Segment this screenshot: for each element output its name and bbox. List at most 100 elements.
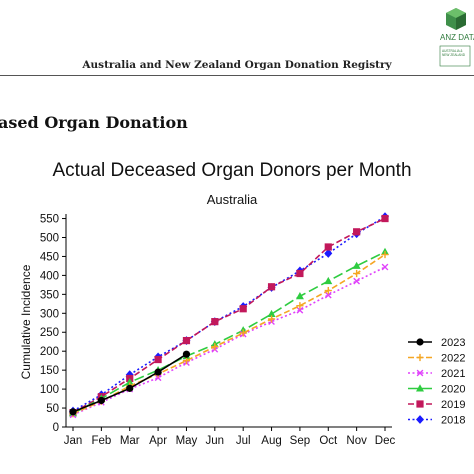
- data-point-2021: [324, 291, 332, 299]
- data-point-2019: [381, 214, 389, 223]
- y-tick-label: 550: [40, 214, 59, 226]
- data-point-2020: [267, 309, 276, 318]
- y-tick-label: 100: [40, 384, 59, 396]
- legend-item-2018: 2018: [408, 415, 465, 427]
- legend-item-2020: 2020: [408, 384, 465, 396]
- legend-label: 2018: [441, 415, 465, 427]
- y-tick-label: 400: [40, 270, 59, 282]
- series-line-2022: [72, 253, 386, 415]
- data-point-2020: [352, 261, 361, 269]
- data-point-2022: [353, 269, 361, 278]
- series-2020: [69, 247, 389, 417]
- x-tick-label: Feb: [91, 435, 111, 447]
- x-tick-label: Jan: [64, 435, 83, 447]
- series-2023: [69, 350, 191, 416]
- legend-label: 2019: [441, 399, 465, 411]
- data-point-2022: [211, 343, 219, 351]
- series-line-2020: [72, 251, 386, 415]
- data-point-2022: [324, 286, 332, 295]
- data-point-2021: [381, 263, 389, 271]
- x-tick-label: Oct: [319, 435, 338, 447]
- data-point-2021: [353, 277, 361, 285]
- legend-item-2022: 2022: [408, 353, 465, 365]
- y-tick-label: 350: [40, 289, 59, 301]
- data-point-2023: [69, 408, 77, 416]
- legend-swatch-marker: [416, 369, 424, 377]
- series-2022: [69, 250, 389, 418]
- legend-item-2023: 2023: [408, 337, 465, 349]
- data-point-2023: [182, 350, 191, 358]
- legend-swatch-marker: [416, 384, 424, 392]
- logo-sub-text-2: NEW ZEALAND: [442, 53, 466, 57]
- y-tick-label: 300: [40, 308, 59, 320]
- x-tick-label: Sep: [290, 435, 310, 447]
- legend-swatch-marker: [416, 353, 424, 362]
- x-tick-label: Jul: [236, 435, 251, 447]
- legend-label: 2020: [441, 384, 465, 396]
- series-line-2021: [72, 266, 386, 416]
- data-point-2018: [324, 249, 333, 258]
- data-point-2022: [296, 302, 304, 310]
- data-point-2019: [353, 228, 361, 236]
- marker-stroke: [324, 291, 332, 299]
- legend-swatch-marker: [416, 338, 424, 346]
- chart-subtitle: Australia: [207, 192, 258, 207]
- data-point-2020: [125, 378, 134, 386]
- data-point-2022: [239, 329, 247, 337]
- data-point-2023: [126, 384, 134, 392]
- y-tick-label: 500: [40, 232, 59, 244]
- logo-frame: [439, 45, 471, 67]
- data-point-2023: [97, 396, 105, 405]
- data-point-2023: [154, 368, 162, 376]
- registry-title: Australia and New Zealand Organ Donation…: [82, 59, 392, 71]
- chart-title: Actual Deceased Organ Donors per Month: [52, 160, 411, 181]
- legend-label: 2021: [441, 368, 465, 380]
- data-point-2019: [324, 243, 332, 251]
- data-point-2022: [267, 315, 276, 323]
- header-divider: [0, 75, 474, 76]
- data-point-2020: [324, 276, 333, 285]
- y-tick-label: 250: [40, 327, 59, 339]
- data-point-2022: [381, 250, 389, 259]
- section-title: ased Organ Donation: [0, 113, 188, 132]
- data-point-2022: [182, 357, 191, 365]
- legend-swatch-marker: [416, 400, 424, 408]
- y-tick-label: 450: [40, 251, 59, 263]
- marker-stroke: [353, 277, 361, 285]
- legend-item-2021: 2021: [408, 368, 465, 380]
- series-line-2019: [72, 217, 386, 414]
- data-point-2021: [154, 374, 162, 382]
- legend-item-2019: 2019: [408, 399, 465, 411]
- x-tick-label: Jun: [206, 435, 225, 447]
- data-point-2019: [296, 269, 304, 278]
- x-tick-label: Aug: [261, 435, 281, 447]
- y-tick-label: 0: [53, 422, 59, 434]
- data-point-2019: [267, 283, 276, 291]
- y-tick-label: 150: [40, 365, 59, 377]
- data-point-2019: [182, 336, 191, 345]
- marker-stroke: [296, 306, 304, 314]
- marker-stroke: [154, 374, 162, 382]
- logo-cube-icon: [446, 8, 466, 30]
- x-tick-label: Nov: [346, 435, 367, 447]
- marker-stroke: [381, 263, 389, 271]
- series-line-2018: [72, 215, 386, 412]
- legend-swatch-marker: [416, 415, 424, 424]
- data-point-2019: [239, 305, 247, 313]
- data-point-2021: [296, 306, 304, 314]
- series-2018: [69, 212, 389, 416]
- x-tick-label: Mar: [120, 435, 140, 447]
- data-point-2019: [211, 318, 219, 326]
- series-2021: [69, 263, 389, 419]
- x-tick-label: May: [176, 435, 198, 447]
- y-tick-label: 50: [46, 403, 59, 415]
- logo-sub-text-1: AUSTRALIA &: [442, 49, 463, 53]
- data-point-2019: [154, 355, 162, 364]
- donors-chart: Actual Deceased Organ Donors per Month A…: [19, 160, 465, 447]
- marker-stroke: [416, 369, 424, 377]
- x-tick-label: Dec: [375, 435, 396, 447]
- data-point-2020: [295, 292, 304, 300]
- x-tick-label: Apr: [149, 435, 167, 447]
